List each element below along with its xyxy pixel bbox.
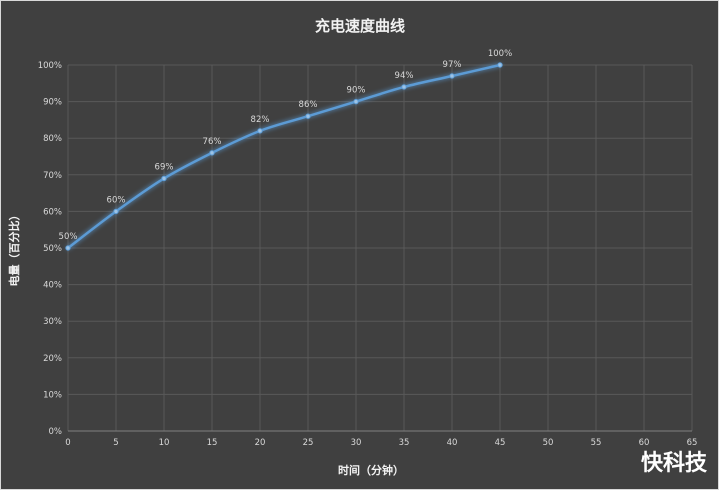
y-tick-label: 80% [43,134,62,144]
data-point [353,98,359,105]
data-point [497,62,503,68]
data-label: 100% [488,49,512,59]
x-tick-label: 30 [351,438,362,448]
data-point [161,175,167,182]
data-label: 86% [299,100,318,110]
x-tick-label: 25 [303,438,314,448]
x-tick-label: 35 [399,438,410,448]
data-point [449,73,455,79]
y-tick-label: 70% [43,171,62,181]
y-tick-label: 10% [43,390,62,400]
watermark-logo: 快科技 [641,451,708,476]
data-label: 69% [155,162,174,172]
y-tick-label: 0% [49,427,63,437]
grid-layer [67,64,693,432]
y-tick-label: 100% [38,61,62,71]
data-label: 90% [347,86,366,96]
x-tick-label: 55 [591,438,602,448]
x-tick-label: 0 [65,438,70,448]
data-label: 76% [203,137,222,147]
data-point [113,208,119,215]
data-label: 50% [59,232,78,242]
data-point [209,150,215,156]
y-tick-label: 40% [43,281,62,291]
x-tick-label: 65 [687,438,698,448]
data-label: 82% [251,115,270,125]
x-tick-label: 20 [255,438,266,448]
data-label: 94% [395,71,414,81]
data-label: 60% [107,195,126,205]
data-point [257,128,263,134]
x-tick-label: 40 [447,438,458,448]
label-layer: 50% 60% 69% 76% 82% 86% 90% 94% 97% 100% [59,49,513,242]
series-layer [65,62,503,251]
y-tick-label: 50% [43,244,62,254]
x-tick-label: 10 [159,438,170,448]
x-tick-label: 5 [113,438,118,448]
x-tick-label: 60 [639,438,650,448]
y-tick-label: 30% [43,317,62,327]
y-axis-title: 电量（百分比） [7,210,21,287]
y-tick-label: 60% [43,207,62,217]
x-tick-label: 50 [543,438,554,448]
y-tick-label: 90% [43,98,62,108]
data-point [305,113,311,119]
data-label: 97% [443,60,462,70]
data-point [401,84,407,90]
chart-title: 充电速度曲线 [315,17,405,35]
x-axis-title: 时间（分钟） [338,463,404,477]
x-tick-label: 45 [495,438,506,448]
y-tick-label: 20% [43,354,62,364]
data-point [65,245,71,251]
tick-layer: 0% 10% 20% 30% 40% 50% 60% 70% 80% 90% 100% 0 5 10 15 2… [38,61,698,448]
series-line [66,63,502,250]
x-tick-label: 15 [207,438,218,448]
